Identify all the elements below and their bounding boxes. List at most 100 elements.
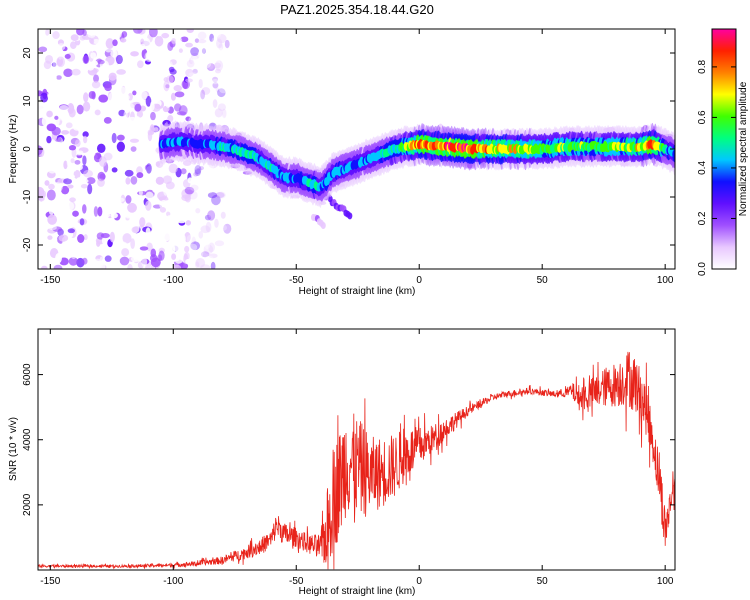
spectrogram-noise-blob — [90, 220, 100, 229]
spectrogram-noise-blob — [83, 92, 89, 103]
spectrogram-noise-blob — [174, 257, 183, 264]
spectrogram-noise-blob — [136, 172, 144, 179]
spectrogram-noise-blob — [76, 164, 83, 171]
spectrogram-noise-blob — [215, 87, 221, 93]
spectrogram-noise-blob — [72, 210, 79, 217]
spectrogram-noise-blob — [201, 48, 206, 54]
spectrogram-noise-blob — [38, 145, 43, 156]
spectrogram-noise-blob — [215, 47, 224, 55]
spectrogram-noise-blob — [63, 35, 73, 43]
spectrogram-noise-blob — [41, 200, 51, 205]
spectrogram-noise-blob — [76, 29, 85, 36]
spectrogram-noise-blob — [91, 80, 101, 89]
spectrogram-x-ticks: -150 -100 -50 0 50 100 — [40, 29, 674, 286]
spectrogram-noise-blob — [62, 202, 70, 213]
spectrogram-noise-blob — [207, 210, 216, 221]
spectrogram-y-label: Frequency (Hz) — [8, 115, 19, 184]
spectrogram-noise-blob — [192, 30, 202, 37]
spectrogram-noise-blob — [44, 180, 50, 186]
spectrogram-noise-blob — [202, 106, 209, 118]
spectrogram-noise-blob — [216, 241, 224, 249]
spectrogram-noise-blob — [97, 206, 103, 217]
spectrogram-noise-blob — [56, 56, 66, 68]
spectrogram-noise-blob — [83, 234, 88, 241]
spectrogram-noise-blob — [83, 169, 94, 178]
spectrogram-noise-blob — [202, 94, 212, 105]
spectrogram-noise-blob — [175, 37, 183, 44]
spectrogram-noise-blob — [199, 61, 207, 72]
spectrogram-noise-blob — [108, 102, 116, 109]
spectrogram-noise-blob — [204, 214, 212, 221]
spectrogram-noise-blob — [87, 64, 95, 71]
spectrogram-noise-blob — [160, 232, 171, 242]
spectrogram-noise-blob — [200, 251, 210, 258]
spectrogram-noise-blob — [52, 31, 60, 40]
spectrogram-noise-blob — [193, 172, 199, 177]
spectrogram-noise-blob — [184, 186, 195, 195]
spectrogram-noise-blob — [38, 214, 45, 220]
spectrogram-noise-blob — [38, 161, 46, 173]
spectrogram-noise-blob — [195, 88, 200, 96]
spectrogram-noise-blob — [113, 29, 122, 39]
spectrogram-noise-blob — [88, 91, 96, 99]
spectrogram-noise-blob — [217, 116, 227, 126]
spectrogram-noise-blob — [119, 174, 126, 180]
spectrogram-noise-blob — [125, 44, 134, 54]
spectrogram-noise-blob — [105, 38, 114, 49]
spectrogram-noise-blob — [96, 143, 106, 154]
spectrogram-noise-blob — [192, 68, 198, 74]
spectrogram-noise-blob — [187, 177, 193, 184]
spectrogram-noise-blob — [208, 242, 215, 253]
spectrogram-noise-blob — [38, 261, 42, 268]
spectrogram-noise-blob — [212, 76, 219, 83]
spectrogram-noise-blob — [158, 196, 169, 202]
spectrogram-noise-blob — [193, 89, 202, 97]
spectrogram-noise-blob — [205, 221, 212, 233]
spectrogram-noise-blob — [63, 160, 68, 170]
spectrogram-noise-blob — [171, 244, 176, 254]
snr-x-tick-label: -100 — [163, 576, 183, 587]
spectrogram-noise-blob — [74, 159, 81, 165]
spectrogram-noise-blob — [167, 195, 174, 200]
spectrogram-noise-blob — [163, 80, 170, 92]
spectrogram-noise-blob — [73, 125, 82, 131]
spectrogram-noise-blob — [198, 231, 204, 239]
spectrogram-noise-blob — [197, 100, 205, 106]
colorbar-tick-label: 0.8 — [697, 60, 708, 74]
snr-x-tick-label: 0 — [416, 576, 422, 587]
spectrogram-noise-blob — [188, 72, 199, 77]
spectrogram-noise-blob — [139, 127, 147, 138]
spectrogram-noise-blob — [150, 257, 161, 268]
spectrogram-noise-blob — [92, 100, 100, 108]
spectrogram-noise-blob — [123, 110, 128, 122]
spectrogram-noise-blob — [210, 261, 216, 269]
spectrogram-noise-blob — [40, 254, 46, 266]
spectrogram-noise-blob — [143, 233, 150, 242]
spectrogram-noise-blob — [206, 237, 212, 244]
spectrogram-noise-blob — [208, 63, 214, 70]
spectrogram-noise-blob — [136, 110, 144, 118]
spectrogram-noise-blob — [176, 111, 187, 116]
spectrogram-noise-blob — [99, 107, 106, 115]
spectrogram-noise-blob — [190, 184, 199, 191]
spectrogram-noise-blob — [219, 258, 226, 264]
colorbar-frame — [711, 28, 737, 270]
spectrogram-noise-blob — [148, 150, 159, 161]
spectrogram-noise-blob — [60, 185, 70, 195]
spectrogram-noise-blob — [90, 52, 97, 59]
spectrogram-noise-blob — [145, 200, 152, 211]
spectrogram-noise-blob — [180, 168, 187, 175]
spectrogram-noise-blob — [76, 199, 82, 208]
spectrogram-noise-blob — [110, 49, 118, 58]
spectrogram-noise-blob — [80, 184, 88, 189]
spectrogram-noise-blob — [65, 88, 72, 96]
spectrogram-branch-mark — [320, 222, 326, 230]
spectrogram-noise-blob — [64, 53, 71, 59]
spectrogram-noise-blob — [134, 103, 142, 112]
snr-y-tick-label: 6000 — [22, 363, 33, 386]
spectrogram-noise-blob — [68, 231, 74, 238]
spectrogram-noise-blob — [119, 188, 126, 194]
spectrogram-noise-blob — [122, 233, 132, 244]
spectrogram-noise-blob — [82, 135, 88, 144]
spectrogram-noise-blob — [215, 29, 222, 38]
